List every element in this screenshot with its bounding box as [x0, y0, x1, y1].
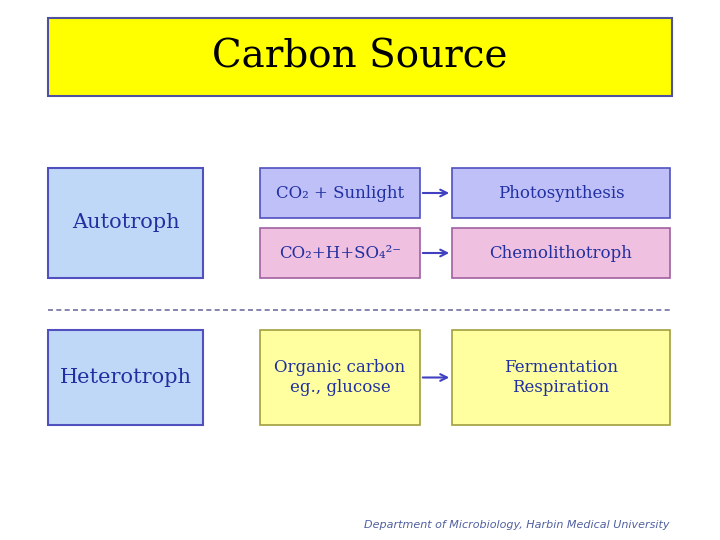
Text: Carbon Source: Carbon Source [212, 38, 508, 76]
Text: CO₂ + Sunlight: CO₂ + Sunlight [276, 185, 404, 201]
Bar [452, 228, 670, 278]
Text: Fermentation
Respiration: Fermentation Respiration [504, 359, 618, 396]
Text: Department of Microbiology, Harbin Medical University: Department of Microbiology, Harbin Medic… [364, 520, 670, 530]
Bar [260, 228, 420, 278]
Bar [260, 168, 420, 218]
Text: Autotroph: Autotroph [72, 213, 179, 233]
Text: Chemolithotroph: Chemolithotroph [490, 245, 632, 261]
Text: Organic carbon
eg., glucose: Organic carbon eg., glucose [274, 359, 405, 396]
Text: Photosynthesis: Photosynthesis [498, 185, 624, 201]
Text: CO₂+H+SO₄²⁻: CO₂+H+SO₄²⁻ [279, 245, 401, 261]
Bar [260, 330, 420, 425]
Bar [48, 330, 203, 425]
Bar [452, 330, 670, 425]
Text: Heterotroph: Heterotroph [60, 368, 192, 387]
Bar [48, 18, 672, 96]
Bar [48, 168, 203, 278]
Bar [452, 168, 670, 218]
